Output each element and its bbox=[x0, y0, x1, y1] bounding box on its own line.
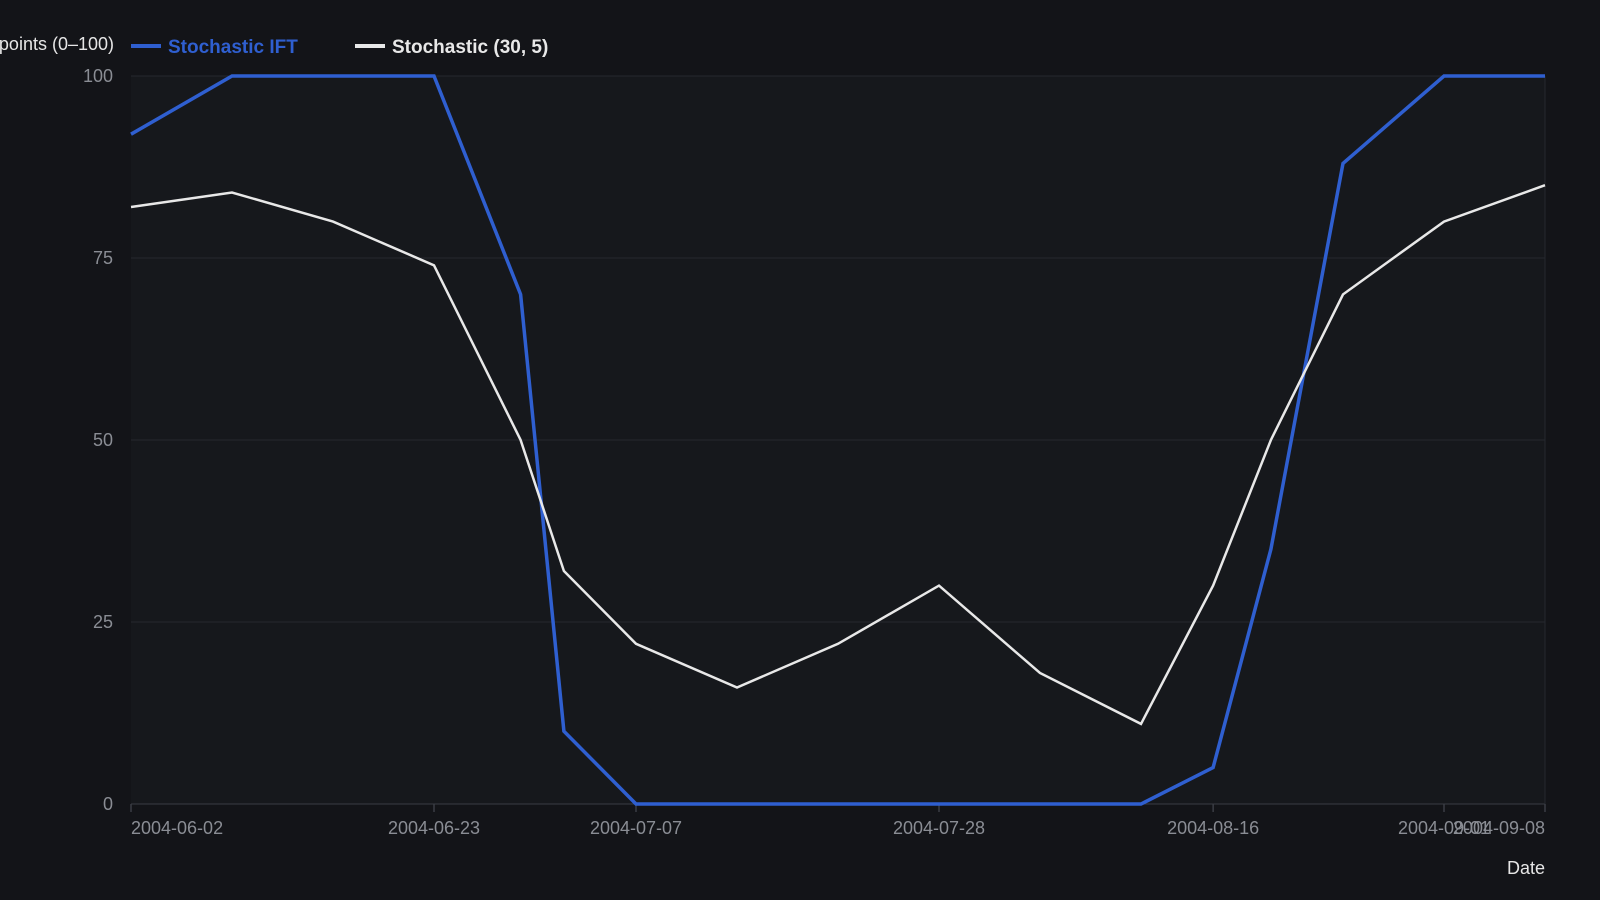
y-tick-label: 50 bbox=[93, 430, 113, 450]
x-tick-label: 2004-07-28 bbox=[893, 818, 985, 838]
x-axis-title: Date bbox=[1507, 858, 1545, 878]
y-tick-label: 100 bbox=[83, 66, 113, 86]
x-tick-label: 2004-09-08 bbox=[1453, 818, 1545, 838]
x-tick-label: 2004-06-23 bbox=[388, 818, 480, 838]
x-tick-label: 2004-09-01 bbox=[1398, 818, 1490, 838]
y-tick-label: 0 bbox=[103, 794, 113, 814]
x-tick-label: 2004-08-16 bbox=[1167, 818, 1259, 838]
legend-label: Stochastic IFT bbox=[168, 37, 298, 58]
grid bbox=[131, 75, 1546, 805]
y-axis-title: points (0–100) bbox=[0, 34, 114, 54]
x-tick-label: 2004-06-02 bbox=[131, 818, 223, 838]
legend-label: Stochastic (30, 5) bbox=[392, 37, 548, 58]
x-tick-label: 2004-07-07 bbox=[590, 818, 682, 838]
series-line-stochastic-ift bbox=[130, 74, 1545, 806]
y-tick-label: 75 bbox=[93, 248, 113, 268]
y-tick-label: 25 bbox=[93, 612, 113, 632]
series-lines bbox=[130, 74, 1546, 806]
axes: 0 25 50 75 100 2004-06-02 2004-06-23 2004-07-07… bbox=[83, 66, 1546, 838]
legend: points (0–100) Stochastic IFT Stochastic … bbox=[0, 34, 548, 58]
series-line-stochastic-30-5 bbox=[130, 184, 1546, 726]
